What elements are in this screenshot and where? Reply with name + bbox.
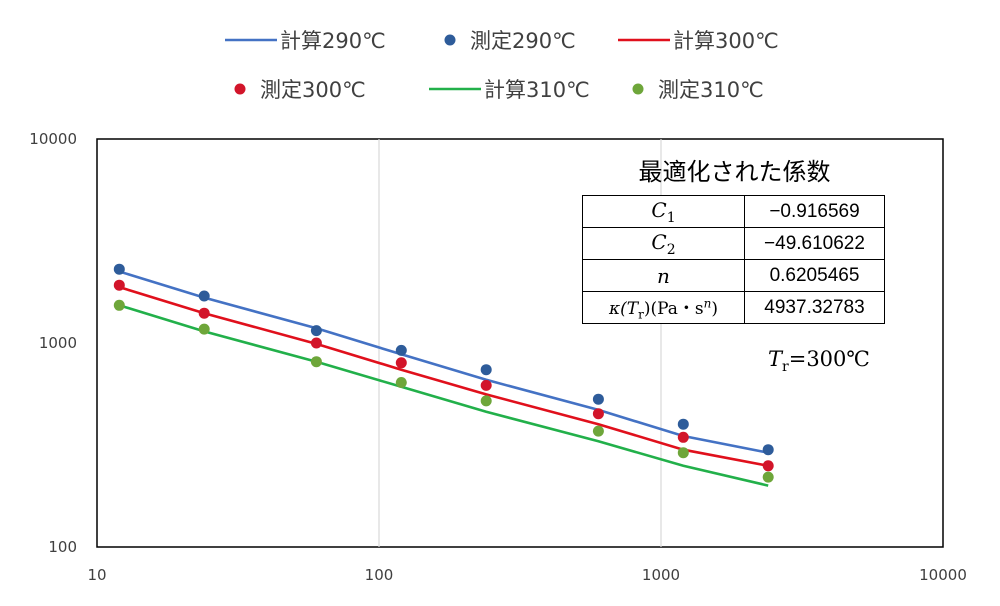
data-point — [592, 393, 604, 405]
data-point — [480, 379, 492, 391]
coef-symbol: C1 — [582, 195, 745, 228]
x-tick-label: 10000 — [919, 566, 967, 584]
coef-value: 4937.32783 — [744, 291, 885, 324]
data-point — [395, 357, 407, 369]
legend-label: 計算290℃ — [280, 29, 386, 53]
x-tick-label: 100 — [365, 566, 394, 584]
legend-label: 計算310℃ — [484, 78, 590, 102]
data-point — [395, 344, 407, 356]
data-point — [310, 325, 322, 337]
legend-marker-swatch — [632, 83, 644, 95]
coef-value: −0.916569 — [744, 195, 885, 228]
legend-marker-swatch — [234, 83, 246, 95]
data-point — [762, 460, 774, 472]
data-point — [113, 299, 125, 311]
coef-symbol: C2 — [582, 227, 745, 260]
y-tick-label: 100 — [48, 538, 77, 556]
data-point — [198, 307, 210, 319]
coef-value: −49.610622 — [744, 227, 885, 260]
coef-symbol: n — [582, 259, 745, 292]
coef-value: 0.6205465 — [744, 259, 885, 292]
data-point — [310, 337, 322, 349]
data-point — [592, 408, 604, 420]
coef-row-n: n 0.6205465 — [582, 259, 885, 292]
coefficient-title: 最適化された係数 — [638, 158, 831, 186]
coef-row-c1: C1 −0.916569 — [582, 195, 885, 228]
legend-marker-swatch — [444, 34, 456, 46]
plot-area — [96, 138, 944, 548]
data-point — [198, 323, 210, 335]
data-point — [395, 377, 407, 388]
x-tick-label: 10 — [87, 566, 106, 584]
legend-label: 測定290℃ — [470, 29, 576, 53]
data-point — [677, 447, 689, 459]
coef-row-c2: C2 −49.610622 — [582, 227, 885, 260]
series-line — [118, 304, 769, 487]
coefficient-table: C1 −0.916569 C2 −49.610622 n 0.6205465 κ… — [582, 195, 885, 324]
legend: 計算290℃ 測定290℃ 計算300℃ 測定300℃ 計算310℃ 測定310℃ — [225, 29, 779, 102]
data-point — [677, 431, 689, 443]
data-point — [592, 425, 604, 437]
y-tick-label: 1000 — [39, 334, 77, 352]
legend-label: 計算300℃ — [673, 29, 779, 53]
data-point — [310, 356, 322, 368]
data-point — [762, 444, 774, 456]
legend-label: 測定310℃ — [658, 78, 764, 102]
reference-temperature: Tr=300℃ — [768, 347, 870, 376]
coefficient-panel: 最適化された係数 C1 −0.916569 C2 −49.610622 n 0.… — [582, 152, 887, 324]
legend-label: 測定300℃ — [260, 78, 366, 102]
series-group — [113, 263, 774, 487]
y-tick-label: 10000 — [29, 130, 77, 148]
data-point — [113, 263, 125, 275]
series-line — [118, 270, 769, 454]
data-point — [480, 395, 492, 407]
data-point — [113, 279, 125, 291]
x-tick-label: 1000 — [642, 566, 680, 584]
data-point — [480, 364, 492, 376]
data-point — [677, 418, 689, 430]
axis-ticks: 10 100 1000 10000 100 1000 10000 — [29, 130, 967, 584]
coef-symbol: κ(Tr)(Pa・sn) — [582, 291, 745, 324]
series-line — [118, 285, 769, 468]
data-point — [762, 471, 774, 483]
data-point — [198, 290, 210, 302]
coef-row-kappa: κ(Tr)(Pa・sn) 4937.32783 — [582, 291, 885, 324]
